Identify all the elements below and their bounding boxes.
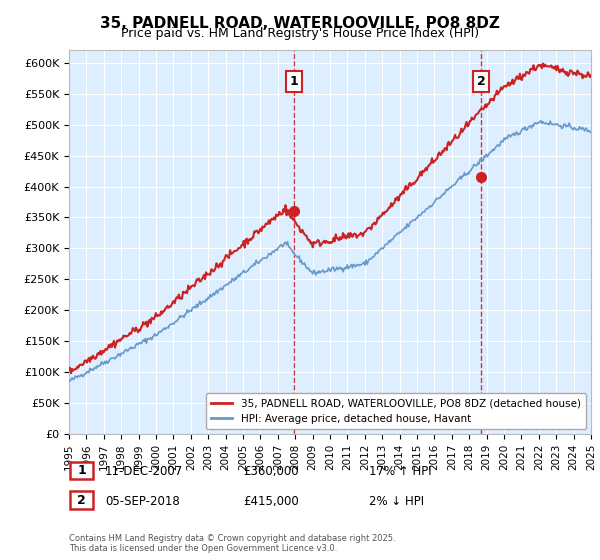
Text: 17% ↑ HPI: 17% ↑ HPI <box>369 465 431 478</box>
Text: 05-SEP-2018: 05-SEP-2018 <box>105 494 180 508</box>
Text: 35, PADNELL ROAD, WATERLOOVILLE, PO8 8DZ: 35, PADNELL ROAD, WATERLOOVILLE, PO8 8DZ <box>100 16 500 31</box>
Text: 1: 1 <box>290 75 299 88</box>
Text: Price paid vs. HM Land Registry's House Price Index (HPI): Price paid vs. HM Land Registry's House … <box>121 27 479 40</box>
FancyBboxPatch shape <box>70 461 94 479</box>
Text: Contains HM Land Registry data © Crown copyright and database right 2025.
This d: Contains HM Land Registry data © Crown c… <box>69 534 395 553</box>
Text: 2: 2 <box>77 493 86 507</box>
Text: 2: 2 <box>476 75 485 88</box>
Text: 1: 1 <box>77 464 86 477</box>
Text: 2% ↓ HPI: 2% ↓ HPI <box>369 494 424 508</box>
FancyBboxPatch shape <box>70 491 94 509</box>
Text: £415,000: £415,000 <box>243 494 299 508</box>
Text: £360,000: £360,000 <box>243 465 299 478</box>
Text: 11-DEC-2007: 11-DEC-2007 <box>105 465 183 478</box>
Legend: 35, PADNELL ROAD, WATERLOOVILLE, PO8 8DZ (detached house), HPI: Average price, d: 35, PADNELL ROAD, WATERLOOVILLE, PO8 8DZ… <box>206 393 586 429</box>
